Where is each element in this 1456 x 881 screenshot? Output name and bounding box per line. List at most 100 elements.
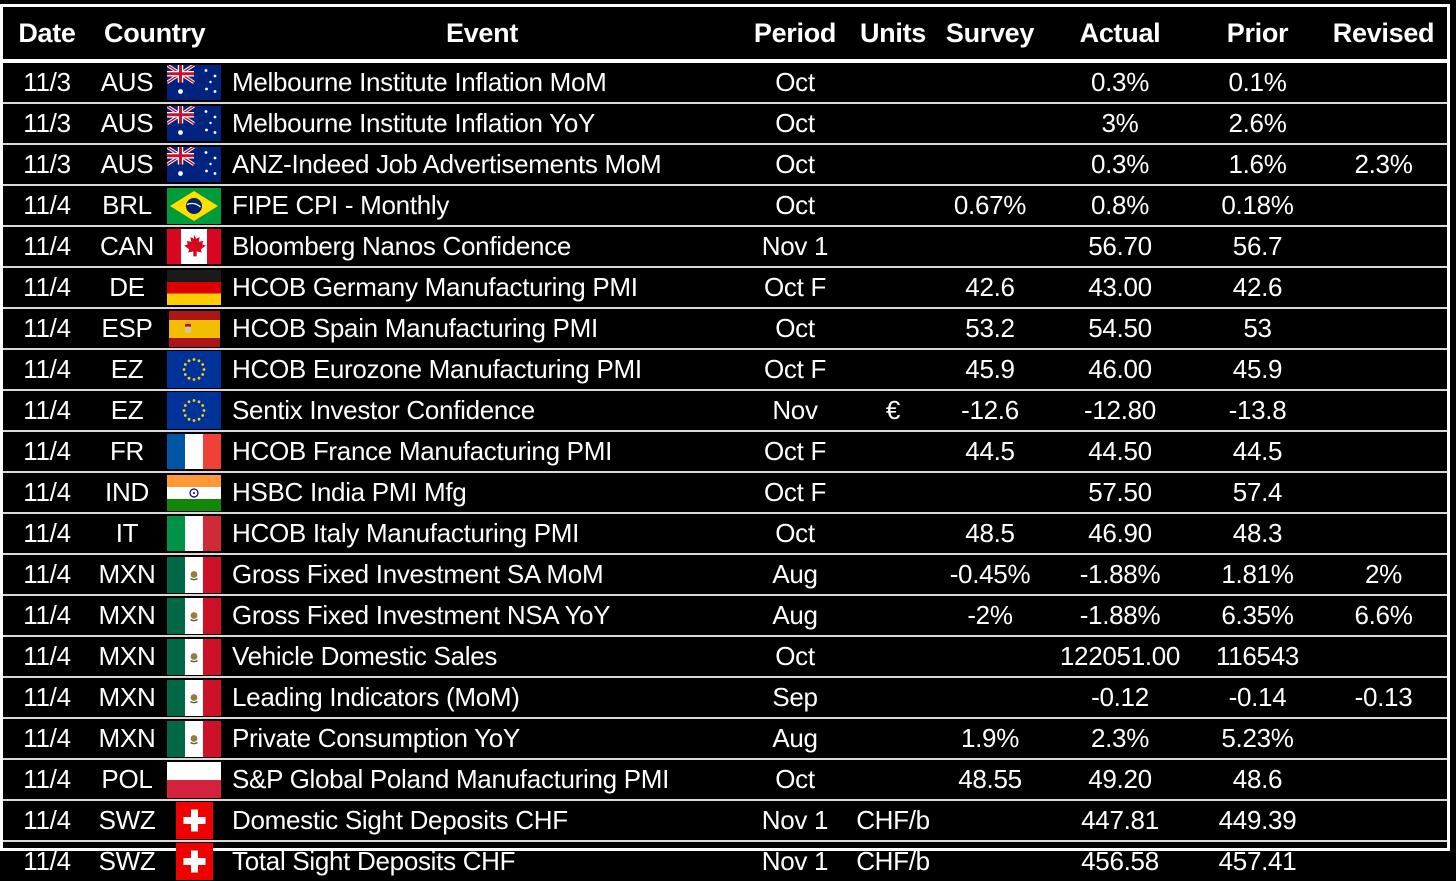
cell-actual: 3% xyxy=(1045,103,1195,145)
cell-flag xyxy=(163,677,225,719)
col-header-prior: Prior xyxy=(1195,7,1320,63)
cell-revised xyxy=(1320,800,1447,842)
cell-period: Oct F xyxy=(739,349,851,391)
cell-prior: 457.41 xyxy=(1218,846,1297,876)
cell-flag xyxy=(163,390,225,432)
cell-revised: 2% xyxy=(1320,554,1447,596)
aus-flag-icon xyxy=(167,65,221,100)
table-row: 11/4 MXN Leading Indicators (MoM) Sep -0.12… xyxy=(3,677,1447,719)
col-header-country: Country xyxy=(91,7,225,63)
it-flag-icon xyxy=(167,516,221,551)
cell-actual: -1.88% xyxy=(1045,554,1195,596)
cell-revised: 2.3% xyxy=(1320,144,1447,186)
brl-flag-icon xyxy=(167,187,221,224)
cell-event: Leading Indicators (MoM) xyxy=(225,677,739,719)
cell-actual: 0.3% xyxy=(1045,144,1195,186)
cell-event: Melbourne Institute Inflation MoM xyxy=(225,61,739,104)
cell-date: 11/4 xyxy=(3,349,91,391)
mxn-flag-icon xyxy=(167,638,221,675)
cell-survey xyxy=(935,61,1045,104)
cell-actual: 43.00 xyxy=(1045,267,1195,309)
cell-country: MXN xyxy=(91,636,163,678)
cell-event: HSBC India PMI Mfg xyxy=(225,472,739,514)
pol-flag-icon xyxy=(167,761,221,798)
col-header-units: Units xyxy=(851,7,935,63)
cell-units xyxy=(851,718,935,760)
cell-prior: 0.1% xyxy=(1195,61,1320,104)
table-row: 11/4 IND HSBC India PMI Mfg Oct F 57.50 57.4 xyxy=(3,472,1447,514)
cell-event: HCOB Germany Manufacturing PMI xyxy=(225,267,739,309)
cell-period: Nov 1 xyxy=(761,846,829,876)
cell-event: HCOB Eurozone Manufacturing PMI xyxy=(225,349,739,391)
cell-revised xyxy=(1320,759,1447,801)
cell-actual: 46.00 xyxy=(1045,349,1195,391)
cell-period: Oct xyxy=(739,759,851,801)
cell-event: Bloomberg Nanos Confidence xyxy=(225,226,739,268)
cell-survey xyxy=(935,800,1045,842)
cell-period: Oct xyxy=(739,308,851,350)
de-flag-icon xyxy=(167,270,221,305)
cell-actual: 56.70 xyxy=(1045,226,1195,268)
cell-revised xyxy=(1320,61,1447,104)
cell-revised xyxy=(1320,718,1447,760)
cell-country: AUS xyxy=(91,61,163,104)
cell-date: 11/4 xyxy=(3,800,91,842)
cell-event: HCOB France Manufacturing PMI xyxy=(225,431,739,473)
cell-period: Nov xyxy=(739,390,851,432)
cell-period: Oct F xyxy=(739,267,851,309)
cell-actual: 54.50 xyxy=(1045,308,1195,350)
cell-event: Private Consumption YoY xyxy=(225,718,739,760)
economic-calendar-panel: Date Country Event Period Units Survey A… xyxy=(0,4,1450,880)
cell-actual: 122051.00 xyxy=(1045,636,1195,678)
cell-flag xyxy=(163,513,225,555)
cell-period: Oct xyxy=(739,513,851,555)
cell-units xyxy=(851,759,935,801)
cell-actual: 447.81 xyxy=(1045,800,1195,842)
cell-date: 11/4 xyxy=(3,185,91,227)
table-body: 11/3 AUS Melbourne Institute Inflation Mo… xyxy=(3,61,1447,881)
cell-actual: 46.90 xyxy=(1045,513,1195,555)
cell-date: 11/4 xyxy=(3,267,91,309)
cell-country: EZ xyxy=(91,349,163,391)
cell-country: AUS xyxy=(91,144,163,186)
cell-units xyxy=(851,513,935,555)
cell-period: Oct xyxy=(739,185,851,227)
cell-survey: 1.9% xyxy=(935,718,1045,760)
cell-revised: -0.13 xyxy=(1320,677,1447,719)
cell-event: Melbourne Institute Inflation YoY xyxy=(225,103,739,145)
cell-period: Nov 1 xyxy=(739,226,851,268)
cell-prior: 6.35% xyxy=(1195,595,1320,637)
cell-flag xyxy=(163,759,225,801)
cell-units xyxy=(851,472,935,514)
col-header-period: Period xyxy=(739,7,851,63)
table-row: 11/3 AUS Melbourne Institute Inflation Mo… xyxy=(3,61,1447,104)
cell-actual: 2.3% xyxy=(1045,718,1195,760)
cell-date: 11/4 xyxy=(3,308,91,350)
cell-country: SWZ xyxy=(91,800,163,842)
ind-flag-icon xyxy=(167,474,221,511)
cell-prior: 48.6 xyxy=(1195,759,1320,801)
cell-survey xyxy=(935,226,1045,268)
cell-flag xyxy=(163,595,225,637)
cell-units xyxy=(851,267,935,309)
cell-period: Nov 1 xyxy=(739,800,851,842)
mxn-flag-icon xyxy=(167,556,221,593)
table-header: Date Country Event Period Units Survey A… xyxy=(3,7,1447,63)
cell-flag xyxy=(163,800,225,842)
table-row: 11/4 SWZ Domestic Sight Deposits CHF Nov 1… xyxy=(3,800,1447,842)
table-row: 11/4 CAN Bloomberg Nanos Confidence Nov 1 5… xyxy=(3,226,1447,268)
cell-country: MXN xyxy=(91,595,163,637)
cell-country: IND xyxy=(91,472,163,514)
cell-units xyxy=(851,554,935,596)
cell-units xyxy=(851,103,935,145)
cell-survey: -12.6 xyxy=(935,390,1045,432)
cell-prior: 44.5 xyxy=(1195,431,1320,473)
cell-survey: 48.55 xyxy=(935,759,1045,801)
cell-survey: 0.67% xyxy=(935,185,1045,227)
cell-flag xyxy=(163,185,225,227)
table-row: 11/4 BRL FIPE CPI - Monthly Oct 0.67% 0.8% 0.… xyxy=(3,185,1447,227)
aus-flag-icon xyxy=(167,106,221,141)
cell-units xyxy=(851,595,935,637)
col-header-date: Date xyxy=(3,7,91,63)
cell-date: 11/4 xyxy=(3,554,91,596)
